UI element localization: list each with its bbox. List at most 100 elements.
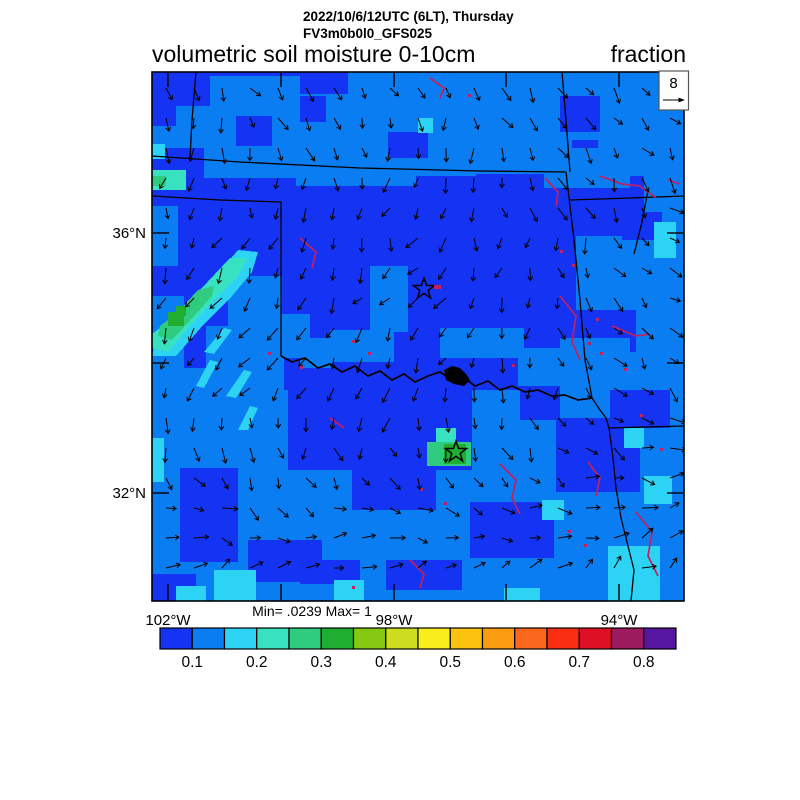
wind-arrow — [277, 87, 284, 101]
wind-arrow — [271, 387, 279, 402]
wind-arrow — [641, 177, 650, 193]
wind-arrow — [187, 327, 195, 342]
wind-arrow — [333, 447, 344, 462]
wind-arrow — [557, 561, 574, 569]
wind-arrow — [641, 357, 647, 370]
colorbar-tick-label: 0.2 — [246, 654, 268, 671]
wind-arrow — [273, 207, 279, 221]
river-segment — [329, 417, 345, 429]
wind-arrow — [220, 87, 227, 103]
wind-arrow — [557, 417, 567, 427]
wind-arrow — [501, 537, 514, 543]
river-segment — [635, 511, 659, 577]
wind-arrow — [501, 477, 509, 488]
wind-arrow — [161, 327, 168, 345]
river-segment — [587, 461, 601, 497]
colorbar-segment — [191, 627, 226, 650]
wind-arrow — [333, 177, 340, 192]
wind-arrow — [416, 417, 422, 432]
wind-arrow — [382, 267, 391, 280]
wind-arrow — [529, 117, 538, 132]
moisture-patch — [334, 580, 364, 601]
wind-arrow — [296, 327, 307, 341]
wind-arrow — [356, 417, 363, 433]
wind-arrow — [613, 504, 627, 511]
wind-arrow — [473, 117, 480, 131]
colorbar-segment — [352, 627, 387, 650]
units-label: fraction — [611, 41, 686, 67]
moisture-patch — [654, 222, 676, 258]
lat-tick-label: 32°N — [112, 485, 146, 502]
wind-arrow — [187, 357, 195, 367]
state-border — [608, 427, 635, 601]
wind-arrow — [298, 357, 307, 367]
wind-arrow — [585, 558, 594, 569]
city-star — [443, 438, 469, 463]
wind-arrow — [445, 87, 452, 99]
reference-box-frame — [658, 70, 690, 111]
wind-arrows — [156, 87, 684, 571]
wind-arrow — [641, 237, 650, 247]
wind-arrow — [221, 177, 228, 190]
moisture-patch — [152, 438, 164, 482]
wind-arrow — [438, 237, 447, 253]
wind-arrow — [165, 147, 172, 165]
river-segment — [559, 295, 581, 361]
river-dot — [624, 368, 627, 371]
moisture-patch — [352, 470, 436, 510]
wind-arrow — [585, 473, 601, 480]
wind-arrow — [184, 297, 195, 308]
wind-arrow — [437, 357, 447, 366]
wind-arrow — [613, 447, 626, 461]
wind-arrow — [669, 387, 679, 403]
wind-arrow — [527, 267, 534, 282]
state-border — [561, 72, 571, 173]
river-dot — [434, 285, 441, 289]
colorbar-segment — [481, 627, 516, 650]
river-dot — [512, 364, 515, 367]
wind-arrow — [494, 267, 503, 279]
wind-arrow — [417, 537, 429, 544]
wind-arrow — [333, 477, 339, 491]
wind-arrow — [156, 297, 167, 310]
wind-arrow — [389, 477, 401, 490]
wind-arrow — [585, 117, 597, 131]
moisture-patch — [300, 338, 332, 368]
wind-arrow — [501, 447, 514, 461]
wind-arrow — [297, 297, 307, 311]
wind-arrow — [218, 117, 224, 134]
river-dot — [596, 318, 599, 321]
wind-arrow — [529, 417, 539, 431]
wind-arrow — [274, 297, 280, 310]
moisture-patch — [330, 330, 394, 362]
state-border — [608, 425, 684, 429]
wind-arrow — [553, 237, 560, 252]
wind-arrow — [468, 147, 475, 165]
wind-arrow — [186, 387, 195, 402]
wind-arrow — [165, 562, 182, 569]
wind-arrow — [585, 207, 596, 220]
state-border — [591, 397, 610, 429]
wind-arrow — [669, 117, 682, 125]
moisture-patch — [644, 476, 672, 504]
wind-arrow — [361, 564, 378, 570]
wind-arrow — [641, 527, 654, 539]
wind-arrow — [613, 357, 628, 367]
moisture-patch — [300, 72, 348, 94]
wind-arrow — [211, 237, 223, 249]
wind-arrow — [361, 147, 368, 158]
wind-arrow — [238, 327, 251, 339]
river-dot — [300, 366, 303, 369]
wind-arrow — [613, 237, 623, 250]
wind-arrow — [433, 297, 447, 310]
wind-arrow — [529, 477, 541, 484]
wind-arrow — [669, 557, 678, 569]
moisture-patch — [470, 502, 554, 558]
wind-arrow — [438, 327, 447, 338]
colorbar-segment — [159, 627, 193, 650]
moist-streaklet — [204, 328, 232, 354]
wind-arrow — [212, 387, 223, 397]
colorbar: 0.1 0.2 0.3 0.4 0.5 0.6 0.7 0.8 — [159, 627, 677, 671]
river-dot — [352, 586, 355, 589]
wind-arrow — [305, 534, 318, 540]
